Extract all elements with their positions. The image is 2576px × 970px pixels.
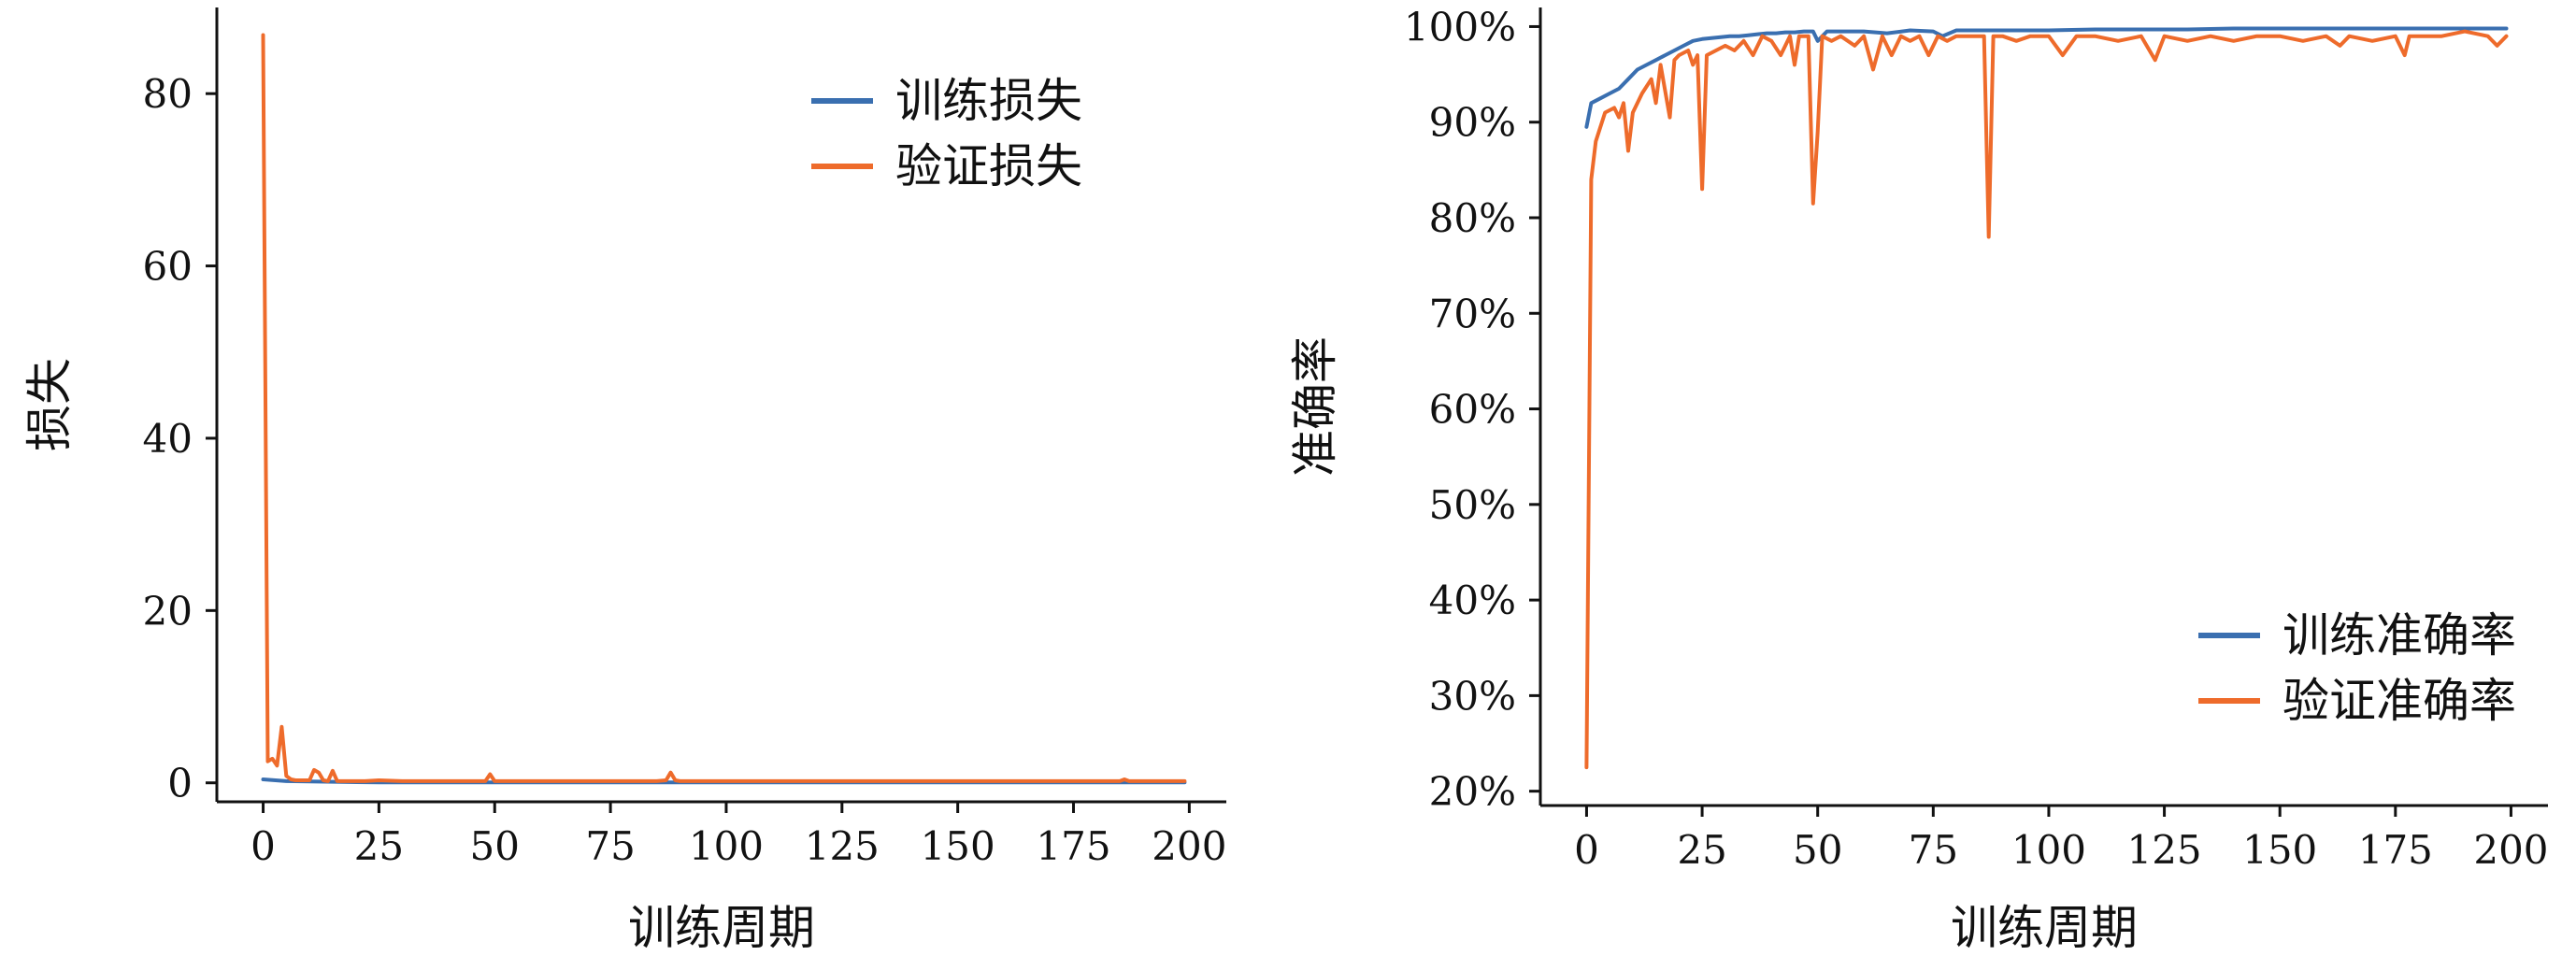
x-tick-label: 75 bbox=[585, 823, 635, 869]
x-tick-label: 50 bbox=[1793, 827, 1842, 873]
y-tick-label: 60 bbox=[143, 244, 193, 290]
chart-panel-2: 0 25 50 75 100 125 150 175 200 20% 30% 40% 50% 60% 70%… bbox=[1288, 4, 2549, 955]
legend-label: 验证准确率 bbox=[2283, 674, 2516, 728]
y-tick-label: 90% bbox=[1429, 100, 1516, 146]
legend-label: 训练准确率 bbox=[2283, 608, 2516, 663]
y-tick-label: 80% bbox=[1429, 195, 1516, 241]
x-tick-label: 100 bbox=[2011, 827, 2086, 873]
y-tick-label: 50% bbox=[1429, 482, 1516, 528]
x-tick-label: 0 bbox=[250, 823, 276, 869]
legend-label: 训练损失 bbox=[895, 74, 1082, 128]
x-tick-label: 125 bbox=[805, 823, 880, 869]
y-tick-label: 100% bbox=[1404, 4, 1516, 50]
x-tick-label: 75 bbox=[1909, 827, 1958, 873]
x-tick-label: 0 bbox=[1574, 827, 1599, 873]
y-tick-label: 20 bbox=[143, 588, 193, 634]
x-tick-label: 175 bbox=[1036, 823, 1110, 869]
x-tick-label: 25 bbox=[354, 823, 404, 869]
series-line-2 bbox=[261, 33, 1187, 783]
x-tick-label: 150 bbox=[2242, 827, 2317, 873]
x-tick-label: 50 bbox=[470, 823, 520, 869]
legend-label: 验证损失 bbox=[895, 139, 1082, 193]
series-line-1 bbox=[1584, 26, 2509, 129]
y-tick-label: 70% bbox=[1429, 291, 1516, 336]
x-tick-label: 125 bbox=[2126, 827, 2201, 873]
y-tick-label: 80 bbox=[143, 71, 193, 117]
x-axis-title: 训练周期 bbox=[628, 901, 815, 955]
y-axis-title: 准确率 bbox=[1288, 336, 1342, 477]
chart-panel-1: 0 25 50 75 100 125 150 175 200 0 20 40 60 80 训练周期 损失 训练损… bbox=[22, 7, 1226, 955]
x-tick-label: 200 bbox=[1152, 823, 1226, 869]
y-tick-label: 0 bbox=[167, 761, 193, 806]
y-tick-label: 40% bbox=[1429, 578, 1516, 623]
series-line-2 bbox=[1584, 29, 2509, 770]
y-tick-label: 60% bbox=[1429, 387, 1516, 433]
x-tick-label: 150 bbox=[921, 823, 995, 869]
y-axis-title: 损失 bbox=[22, 358, 77, 451]
x-axis-title: 训练周期 bbox=[1951, 901, 2138, 955]
y-tick-label: 40 bbox=[143, 416, 193, 462]
y-tick-label: 30% bbox=[1429, 673, 1516, 719]
x-tick-label: 175 bbox=[2358, 827, 2433, 873]
x-tick-label: 25 bbox=[1677, 827, 1726, 873]
x-tick-label: 100 bbox=[689, 823, 764, 869]
x-tick-label: 200 bbox=[2473, 827, 2548, 873]
y-tick-label: 20% bbox=[1429, 769, 1516, 815]
